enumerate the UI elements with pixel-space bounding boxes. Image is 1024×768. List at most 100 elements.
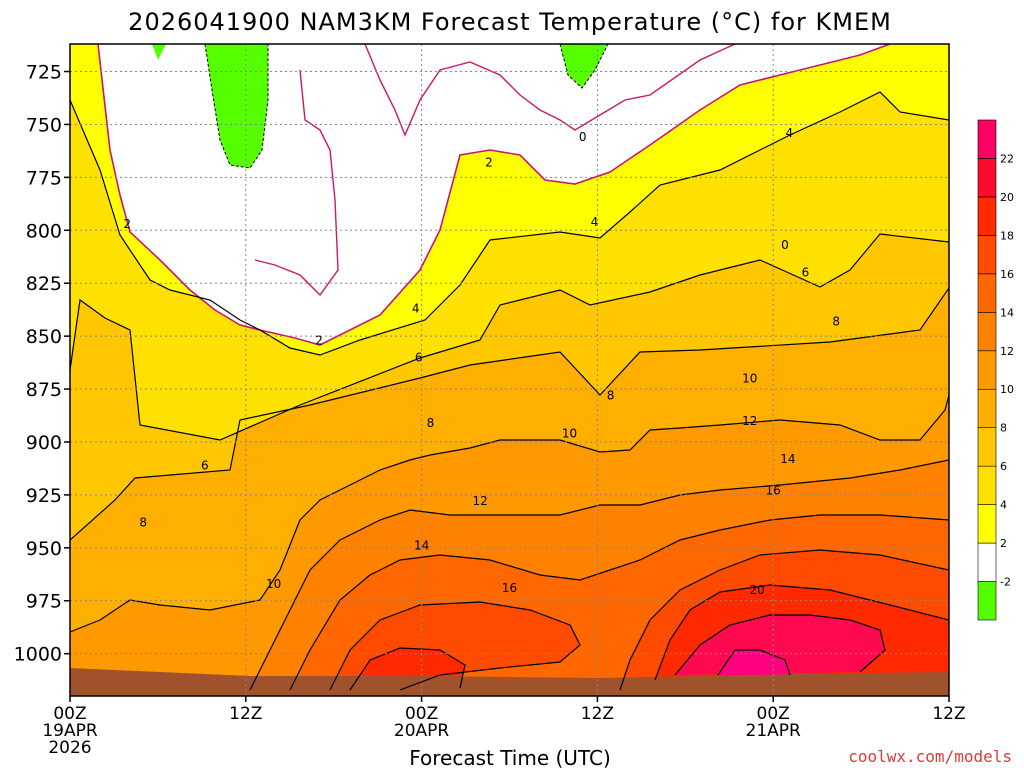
- colorbar-tick-label: 22: [1000, 152, 1014, 165]
- colorbar-band: [977, 273, 997, 313]
- contour-18: [674, 614, 886, 676]
- contour-4: [70, 233, 949, 441]
- credit-text: coolwx.com/models: [848, 747, 1012, 766]
- chart-title: 2026041900 NAM3KM Forecast Temperature (…: [128, 8, 892, 36]
- contour-lines: [70, 44, 949, 691]
- neg2-line-a: [204, 44, 269, 169]
- colorbar-band: [977, 388, 997, 428]
- neg2-line-c: [559, 44, 609, 89]
- y-tick-label: 775: [26, 167, 62, 189]
- y-tick-label: 900: [26, 432, 62, 454]
- x-tick-label: 12Z: [932, 704, 965, 724]
- band-lt-neg2-c: [560, 44, 608, 88]
- colorbar-tick-label: -2: [1000, 576, 1011, 589]
- x-tick-label: 00Z: [53, 704, 86, 724]
- y-axis: 725 750 775 800 825 850 875 900 925 950 975 1000: [14, 62, 70, 666]
- contour-2: [70, 91, 949, 356]
- contour-labels: 0 0 2 2 2 4 4 4 6 6 6 8 8 8 8 10 10 10 12 12 14 14 16 16 20: [123, 126, 840, 597]
- contour-label: 16: [766, 484, 781, 498]
- colorbar-tick-label: 4: [1000, 499, 1007, 512]
- x-tick-label: 12Z: [581, 704, 614, 724]
- colorbar-band: [977, 504, 997, 544]
- contour-label: 6: [802, 266, 810, 280]
- contour-6: [70, 287, 949, 541]
- contour-label: 8: [427, 416, 435, 430]
- x-tick-label: 20APR: [394, 721, 450, 741]
- colorbar-band: [977, 119, 997, 159]
- contour-8: [70, 394, 949, 633]
- colorbar: -2 2 4 6 8 10 12 14 16 18 20 22: [977, 119, 1014, 621]
- contour-14b: [619, 549, 949, 691]
- band-22-plus: [718, 650, 790, 675]
- colorbar-band: [977, 312, 997, 352]
- x-tick-label: 2026: [48, 738, 91, 758]
- y-tick-label: 850: [26, 326, 62, 348]
- colorbar-tick-label: 12: [1000, 345, 1014, 358]
- y-tick-label: 875: [26, 379, 62, 401]
- y-tick-label: 725: [26, 62, 62, 84]
- colorbar-tick-label: 14: [1000, 306, 1014, 319]
- colorbar-tick-label: 10: [1000, 383, 1014, 396]
- contour-label: 6: [415, 350, 423, 364]
- ground: [70, 668, 949, 696]
- colorbar-band: [977, 581, 997, 621]
- y-tick-label: 825: [26, 273, 62, 295]
- colorbar-tick-label: 6: [1000, 460, 1007, 473]
- y-tick-label: 950: [26, 538, 62, 560]
- band-0-2: [98, 44, 890, 345]
- contour-14: [329, 601, 581, 691]
- contour-label: 4: [591, 215, 599, 229]
- contour-label: 2: [315, 333, 323, 347]
- contour-label: 12: [742, 414, 757, 428]
- contour-label: 12: [473, 494, 488, 508]
- colorbar-tick-label: 20: [1000, 191, 1014, 204]
- band-lt-neg2-b: [152, 44, 166, 60]
- colorbar-tick-label: 18: [1000, 229, 1014, 242]
- y-tick-label: 750: [26, 114, 62, 136]
- freezing-line: [97, 44, 891, 346]
- colorbar-tick-label: 8: [1000, 422, 1007, 435]
- x-tick-label: 21APR: [746, 721, 802, 741]
- y-tick-label: 925: [26, 485, 62, 507]
- x-tick-label: 00Z: [405, 704, 438, 724]
- y-tick-label: 975: [26, 591, 62, 613]
- colorbar-tick-label: 2: [1000, 537, 1007, 550]
- colorbar-band: [977, 158, 997, 198]
- colorbar-band: [977, 235, 997, 275]
- band-lt-neg2-a: [205, 44, 268, 168]
- contour-10: [249, 459, 949, 691]
- contour-label: 14: [780, 452, 795, 466]
- contour-label: 6: [201, 458, 209, 472]
- contour-label: 10: [266, 577, 281, 591]
- filled-contours: [70, 44, 949, 696]
- colorbar-band: [977, 350, 997, 390]
- colorbar-band: [977, 427, 997, 467]
- contour-label: 10: [562, 427, 577, 441]
- contour-label: 10: [742, 371, 757, 385]
- contour-label: 20: [749, 583, 764, 597]
- contour-label: 2: [123, 217, 131, 231]
- x-axis-label: Forecast Time (UTC): [409, 746, 611, 768]
- contour-label: 4: [412, 302, 420, 316]
- x-tick-label: 12Z: [229, 704, 262, 724]
- colorbar-band: [977, 542, 997, 582]
- y-tick-label: 1000: [14, 644, 62, 666]
- contour-12: [289, 514, 949, 691]
- contour-label: 8: [139, 515, 147, 529]
- colorbar-tick-label: 16: [1000, 268, 1014, 281]
- freezing-line-upper: [254, 69, 339, 297]
- contour-label: 8: [832, 314, 840, 328]
- grid-lines: [70, 44, 949, 696]
- contour-label: 2: [485, 156, 493, 170]
- contour-16: [654, 584, 949, 681]
- contour-label: 8: [607, 388, 615, 402]
- contour-label: 0: [781, 238, 789, 252]
- contour-label: 4: [785, 126, 793, 140]
- contour-18a: [349, 647, 466, 691]
- contour-label: 0: [579, 130, 587, 144]
- x-tick-label: 19APR: [42, 721, 98, 741]
- contour-20: [717, 649, 791, 676]
- freezing-line-upper-b: [364, 44, 736, 137]
- x-tick-label: 00Z: [757, 704, 790, 724]
